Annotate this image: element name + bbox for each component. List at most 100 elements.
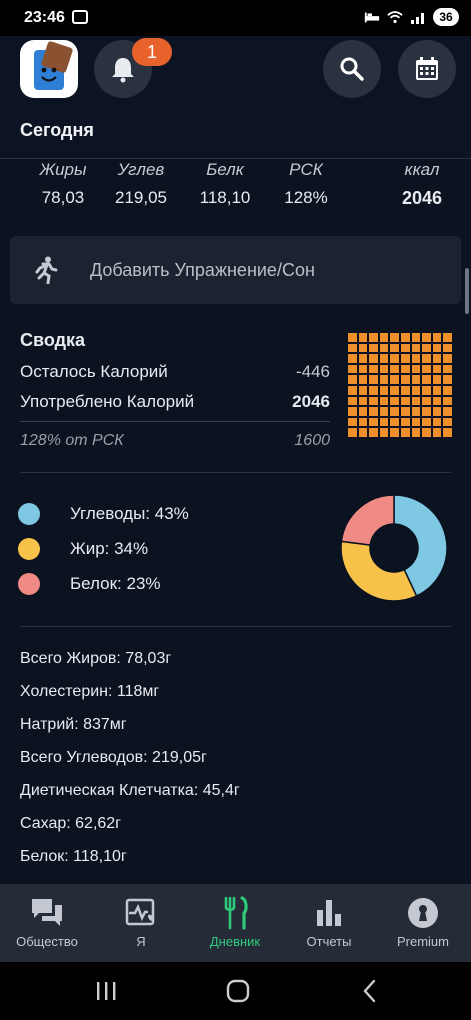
header-divider	[0, 158, 471, 159]
calorie-grid-cell	[432, 396, 442, 406]
calorie-grid-cell	[443, 396, 452, 406]
macro-carbs: Углев 219,05	[108, 160, 174, 208]
calorie-grid-cell	[348, 417, 357, 427]
calorie-grid-cell	[443, 364, 452, 374]
calorie-grid-cell	[401, 364, 410, 374]
running-icon	[35, 256, 58, 284]
calorie-grid-cell	[390, 396, 399, 406]
calorie-grid-cell	[401, 343, 410, 353]
status-icons: 36	[364, 8, 459, 26]
macro-protein: Белк 118,10	[192, 160, 258, 208]
section-divider-2	[20, 626, 451, 627]
calorie-grid-cell	[411, 407, 421, 416]
calorie-grid-cell	[411, 385, 421, 395]
header: 1 Сегодня	[0, 36, 471, 158]
add-exercise-button[interactable]: Добавить Упражнение/Сон	[10, 236, 461, 304]
calorie-grid-cell	[369, 354, 378, 363]
calendar-button[interactable]	[398, 40, 456, 98]
calorie-grid-cell	[379, 375, 389, 384]
macros-summary[interactable]: Жиры 78,03 Углев 219,05 Белк 118,10 РСК …	[0, 160, 471, 232]
recent-apps-icon[interactable]	[94, 980, 118, 1002]
calorie-grid-cell	[443, 375, 452, 384]
calorie-grid-cell	[348, 428, 357, 437]
legend-carbs-label: Углеводы: 43%	[70, 504, 189, 523]
calorie-grid-cell	[390, 417, 399, 427]
nutrient-line: Диетическая Клетчатка: 45,4г	[20, 782, 240, 799]
macro-rdi-value: 128%	[284, 188, 328, 207]
macro-protein-label: Белк	[206, 160, 244, 179]
calorie-grid-cell	[422, 396, 431, 406]
calorie-grid-cell	[348, 343, 357, 353]
calorie-grid-cell	[390, 343, 399, 353]
calorie-grid-cell	[432, 333, 442, 342]
rdi-label: 128% от РСК	[20, 432, 124, 449]
nutrient-line: Холестерин: 118мг	[20, 683, 160, 700]
calorie-grid-cell	[411, 428, 421, 437]
calorie-grid-cell	[379, 417, 389, 427]
nutrient-line: Натрий: 837мг	[20, 716, 127, 733]
signal-icon	[411, 13, 424, 24]
calorie-grid-cell	[369, 417, 378, 427]
consumed-calories-value: 2046	[292, 392, 330, 411]
calorie-grid-cell	[443, 343, 452, 353]
calorie-grid-cell	[379, 354, 389, 363]
calorie-grid-cell	[432, 407, 442, 416]
calorie-grid	[348, 333, 452, 437]
calorie-grid-cell	[411, 354, 421, 363]
nav-premium[interactable]: Premium	[376, 884, 470, 962]
nav-diary[interactable]: Дневник	[188, 884, 282, 962]
calorie-grid-cell	[401, 407, 410, 416]
nav-me[interactable]: Я	[94, 884, 188, 962]
calorie-grid-cell	[432, 343, 442, 353]
system-navigation	[0, 962, 471, 1020]
screenshot-icon	[72, 10, 88, 24]
calorie-grid-cell	[422, 417, 431, 427]
calorie-grid-cell	[401, 354, 410, 363]
chat-icon	[32, 899, 62, 926]
donut-slice-fat	[340, 540, 418, 602]
calorie-grid-cell	[369, 333, 378, 342]
calorie-grid-cell	[432, 385, 442, 395]
calorie-grid-cell	[390, 333, 399, 342]
calorie-grid-cell	[422, 385, 431, 395]
rdi-value: 1600	[294, 432, 330, 449]
scrollbar[interactable]	[465, 268, 469, 314]
calendar-icon	[416, 57, 438, 80]
fork-knife-icon	[224, 896, 248, 930]
legend-protein: Белок: 23%	[18, 573, 161, 595]
calorie-grid-cell	[358, 343, 368, 353]
calorie-grid-cell	[443, 417, 452, 427]
calorie-grid-cell	[369, 407, 378, 416]
home-icon[interactable]	[225, 978, 251, 1004]
search-button[interactable]	[323, 40, 381, 98]
nav-reports-label: Отчеты	[306, 934, 352, 949]
calorie-grid-cell	[390, 407, 399, 416]
nav-community[interactable]: Общество	[0, 884, 94, 962]
calorie-grid-cell	[401, 428, 410, 437]
app-logo[interactable]	[20, 40, 78, 98]
consumed-calories-label: Употреблено Калорий	[20, 392, 195, 411]
calorie-grid-cell	[369, 364, 378, 374]
donut-slice-protein	[340, 494, 395, 546]
calorie-grid-cell	[432, 364, 442, 374]
calorie-grid-cell	[422, 343, 431, 353]
calorie-grid-cell	[443, 333, 452, 342]
nutrient-line: Всего Жиров: 78,03г	[20, 650, 172, 667]
calorie-grid-cell	[411, 396, 421, 406]
calorie-grid-cell	[401, 333, 410, 342]
page-title: Сегодня	[20, 120, 94, 140]
calorie-grid-cell	[432, 375, 442, 384]
calorie-grid-cell	[348, 407, 357, 416]
calorie-grid-cell	[422, 375, 431, 384]
calorie-grid-cell	[432, 354, 442, 363]
calorie-grid-cell	[401, 417, 410, 427]
macro-fat-value: 78,03	[41, 188, 85, 207]
nav-me-label: Я	[136, 934, 146, 949]
bar-chart-icon	[317, 900, 341, 926]
calorie-grid-cell	[401, 385, 410, 395]
back-icon[interactable]	[360, 978, 380, 1004]
nav-reports[interactable]: Отчеты	[282, 884, 376, 962]
macro-protein-value: 118,10	[199, 188, 251, 207]
calorie-grid-cell	[432, 417, 442, 427]
calorie-grid-cell	[369, 343, 378, 353]
